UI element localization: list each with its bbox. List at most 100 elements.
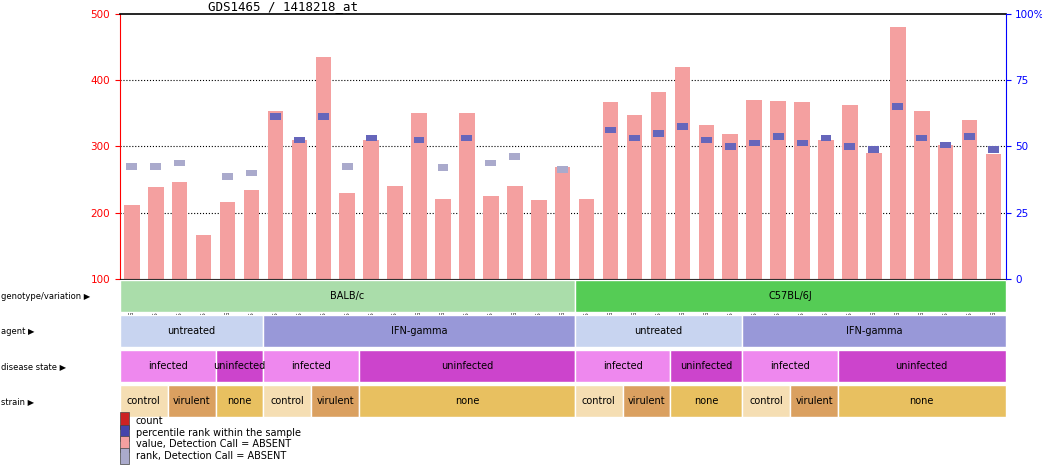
Bar xyxy=(507,186,523,279)
Bar xyxy=(622,385,670,417)
Bar xyxy=(462,134,472,141)
Text: IFN-gamma: IFN-gamma xyxy=(846,326,902,336)
Bar xyxy=(216,385,264,417)
Bar xyxy=(674,67,690,279)
Text: infected: infected xyxy=(602,361,643,371)
Bar xyxy=(120,425,129,441)
Bar xyxy=(844,143,855,150)
Text: count: count xyxy=(135,416,164,425)
Bar xyxy=(749,140,760,146)
Bar xyxy=(316,57,331,279)
Bar xyxy=(318,113,328,120)
Bar xyxy=(120,436,129,452)
Bar xyxy=(579,199,594,279)
Bar xyxy=(838,350,1006,382)
Bar xyxy=(264,385,312,417)
Bar xyxy=(770,101,786,279)
Bar xyxy=(366,134,376,141)
Text: none: none xyxy=(454,396,479,406)
Text: infected: infected xyxy=(770,361,810,371)
Bar xyxy=(574,280,1006,312)
Bar xyxy=(148,187,164,279)
Bar xyxy=(653,130,664,137)
Text: infected: infected xyxy=(292,361,331,371)
Bar xyxy=(914,111,929,279)
Text: control: control xyxy=(749,396,783,406)
Bar xyxy=(222,173,233,179)
Bar xyxy=(342,163,352,170)
Bar xyxy=(818,140,834,279)
Text: control: control xyxy=(127,396,160,406)
Text: uninfected: uninfected xyxy=(441,361,493,371)
Text: disease state ▶: disease state ▶ xyxy=(1,362,67,371)
Text: virulent: virulent xyxy=(627,396,665,406)
Text: rank, Detection Call = ABSENT: rank, Detection Call = ABSENT xyxy=(135,451,286,461)
Bar xyxy=(988,146,999,153)
Text: uninfected: uninfected xyxy=(214,361,266,371)
Bar xyxy=(962,120,977,279)
Bar xyxy=(294,137,305,143)
Bar xyxy=(244,190,259,279)
Bar xyxy=(794,102,810,279)
Bar xyxy=(172,182,188,279)
Text: uninfected: uninfected xyxy=(680,361,733,371)
Bar xyxy=(359,350,574,382)
Text: control: control xyxy=(271,396,304,406)
Bar xyxy=(790,385,838,417)
Bar xyxy=(174,160,185,166)
Bar xyxy=(742,385,790,417)
Text: GDS1465 / 1418218_at: GDS1465 / 1418218_at xyxy=(208,0,358,13)
Bar xyxy=(629,134,640,141)
Bar xyxy=(126,163,138,170)
Text: virulent: virulent xyxy=(173,396,210,406)
Bar xyxy=(842,105,858,279)
Bar xyxy=(120,385,168,417)
Bar xyxy=(531,200,546,279)
Text: IFN-gamma: IFN-gamma xyxy=(391,326,447,336)
Bar xyxy=(890,27,905,279)
Text: none: none xyxy=(227,396,252,406)
Bar xyxy=(120,350,216,382)
Bar xyxy=(940,142,951,148)
Bar xyxy=(124,206,140,279)
Bar xyxy=(746,100,762,279)
Bar xyxy=(388,186,403,279)
Bar xyxy=(292,140,307,279)
Bar xyxy=(866,153,882,279)
Bar xyxy=(964,133,975,140)
Bar xyxy=(868,146,879,153)
Bar xyxy=(246,170,257,176)
Bar xyxy=(725,143,736,150)
Text: percentile rank within the sample: percentile rank within the sample xyxy=(135,428,301,438)
Text: strain ▶: strain ▶ xyxy=(1,397,34,405)
Bar xyxy=(650,92,666,279)
Text: C57BL/6J: C57BL/6J xyxy=(768,292,812,301)
Bar xyxy=(938,145,953,279)
Text: none: none xyxy=(694,396,719,406)
Bar xyxy=(359,385,574,417)
Text: agent ▶: agent ▶ xyxy=(1,327,34,336)
Bar xyxy=(150,163,162,170)
Bar xyxy=(677,123,688,130)
Bar xyxy=(892,103,903,110)
Bar xyxy=(797,140,808,146)
Text: control: control xyxy=(581,396,616,406)
Bar xyxy=(264,315,574,347)
Text: virulent: virulent xyxy=(317,396,354,406)
Bar xyxy=(340,193,355,279)
Bar xyxy=(460,113,475,279)
Text: untreated: untreated xyxy=(168,326,216,336)
Bar xyxy=(557,166,568,173)
Bar xyxy=(120,412,129,429)
Bar xyxy=(364,140,379,279)
Bar xyxy=(742,315,1006,347)
Bar xyxy=(986,154,1001,279)
Bar xyxy=(264,350,359,382)
Bar xyxy=(916,134,927,141)
Bar xyxy=(436,199,451,279)
Bar xyxy=(670,385,742,417)
Text: infected: infected xyxy=(148,361,188,371)
Bar xyxy=(270,113,281,120)
Bar xyxy=(483,196,499,279)
Bar xyxy=(168,385,216,417)
